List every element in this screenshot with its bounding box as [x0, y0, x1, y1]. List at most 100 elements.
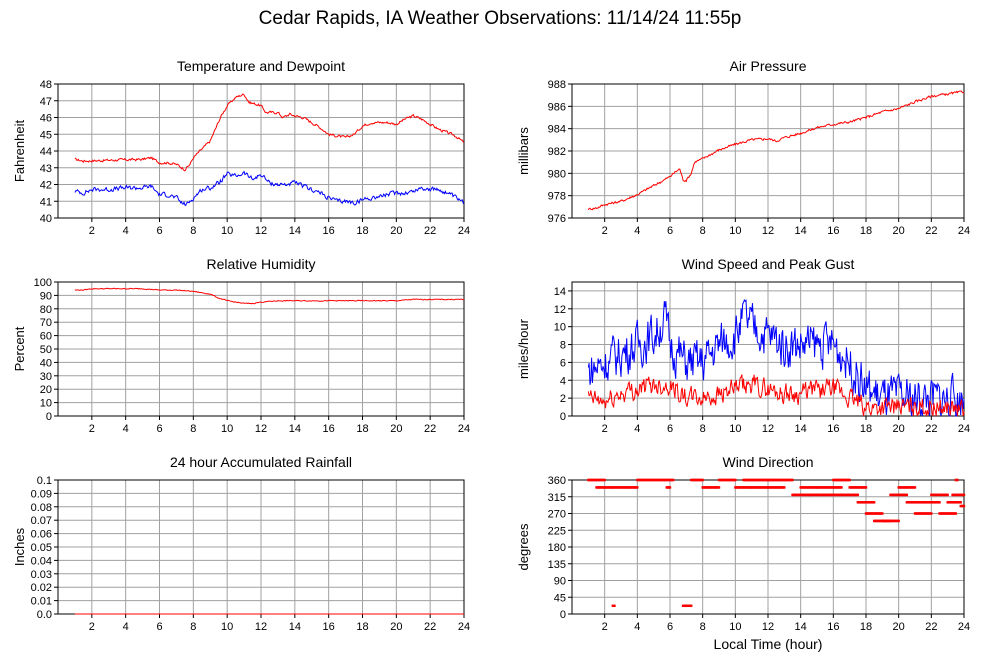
chart-title: Air Pressure: [729, 58, 806, 74]
data-point: [791, 478, 794, 482]
y-tick-label: 10: [554, 322, 566, 334]
y-tick-label: 988: [548, 79, 566, 91]
series-line-1: [587, 374, 965, 418]
y-tick-label: 225: [548, 525, 566, 537]
x-tick-label: 22: [925, 423, 937, 435]
x-tick-label: 12: [762, 423, 774, 435]
x-tick-label: 12: [255, 423, 267, 435]
y-tick-label: 42: [40, 180, 52, 192]
x-tick-label: 8: [190, 621, 196, 633]
x-tick-label: 14: [289, 621, 301, 633]
data-point: [613, 604, 616, 608]
x-tick-label: 4: [634, 621, 640, 633]
y-tick-label: 12: [554, 304, 566, 316]
x-tick-label: 6: [667, 225, 673, 237]
x-tick-label: 6: [667, 621, 673, 633]
x-tick-label: 16: [323, 621, 335, 633]
y-tick-label: 984: [548, 124, 566, 136]
x-tick-label: 18: [860, 423, 872, 435]
y-tick-label: 90: [554, 576, 566, 588]
x-tick-label: 8: [700, 423, 706, 435]
x-tick-label: 12: [255, 225, 267, 237]
data-point: [962, 504, 966, 508]
y-tick-label: 2: [560, 393, 566, 405]
y-tick-label: 0.1: [37, 475, 52, 487]
x-tick-label: 10: [729, 621, 741, 633]
data-point: [734, 478, 737, 482]
x-tick-label: 4: [634, 225, 640, 237]
y-tick-label: 0.01: [31, 596, 52, 608]
y-tick-label: 50: [40, 344, 52, 356]
data-point: [690, 604, 693, 608]
y-tick-label: 0.06: [31, 529, 52, 541]
plot-frame: [571, 281, 965, 417]
x-tick-label: 24: [958, 621, 970, 633]
x-tick-label: 10: [729, 225, 741, 237]
y-tick-label: 0.03: [31, 569, 52, 581]
y-tick-label: 10: [40, 398, 52, 410]
y-axis-label: miles/hour: [516, 318, 531, 379]
y-tick-label: 0.02: [31, 582, 52, 594]
x-tick-label: 12: [762, 621, 774, 633]
x-tick-label: 8: [190, 225, 196, 237]
x-tick-label: 4: [634, 423, 640, 435]
x-tick-label: 24: [458, 225, 470, 237]
series-line-0: [587, 90, 965, 211]
data-point: [946, 493, 949, 497]
y-tick-label: 6: [560, 357, 566, 369]
x-tick-label: 20: [893, 423, 905, 435]
y-tick-label: 44: [40, 146, 52, 158]
x-tick-label: 10: [221, 423, 233, 435]
y-tick-label: 315: [548, 492, 566, 504]
x-tick-label: 14: [289, 423, 301, 435]
data-point: [956, 478, 959, 482]
data-point: [701, 478, 704, 482]
y-axis-label: degrees: [516, 523, 531, 570]
x-tick-label: 22: [925, 621, 937, 633]
y-tick-label: 0.0: [37, 609, 52, 621]
data-point: [930, 512, 933, 515]
x-axis-label: Local Time (hour): [714, 636, 823, 652]
x-tick-label: 20: [390, 423, 402, 435]
y-axis-label: Percent: [12, 326, 27, 371]
y-axis-label: Fahrenheit: [12, 120, 27, 183]
y-tick-label: 70: [40, 317, 52, 329]
x-tick-label: 16: [827, 423, 839, 435]
x-tick-label: 8: [700, 225, 706, 237]
y-tick-label: 0: [560, 411, 566, 423]
data-point: [872, 501, 876, 504]
y-tick-label: 986: [548, 101, 566, 113]
x-tick-label: 12: [255, 621, 267, 633]
y-axis-label: millibars: [516, 127, 531, 175]
x-tick-label: 20: [390, 621, 402, 633]
data-point: [717, 486, 721, 489]
y-tick-label: 80: [40, 304, 52, 316]
x-tick-label: 2: [89, 621, 95, 633]
chart-title: Relative Humidity: [207, 256, 316, 272]
series-line-0: [74, 93, 465, 172]
plot-frame: [57, 83, 465, 219]
y-tick-label: 47: [40, 96, 52, 108]
x-tick-label: 16: [827, 225, 839, 237]
y-tick-label: 982: [548, 146, 566, 158]
y-tick-label: 40: [40, 213, 52, 225]
x-tick-label: 20: [893, 225, 905, 237]
data-point: [783, 486, 786, 489]
series-line-0: [587, 298, 965, 417]
series-line-0: [74, 287, 465, 305]
y-tick-label: 135: [548, 559, 566, 571]
y-tick-label: 360: [548, 475, 566, 487]
x-tick-label: 10: [221, 225, 233, 237]
data-point: [848, 478, 851, 482]
x-tick-label: 4: [123, 225, 129, 237]
x-tick-label: 18: [356, 225, 368, 237]
x-tick-label: 2: [602, 621, 608, 633]
x-tick-label: 18: [860, 621, 872, 633]
data-point: [962, 493, 966, 497]
y-tick-label: 45: [40, 129, 52, 141]
plot-frame: [571, 83, 965, 219]
x-tick-label: 14: [795, 225, 807, 237]
